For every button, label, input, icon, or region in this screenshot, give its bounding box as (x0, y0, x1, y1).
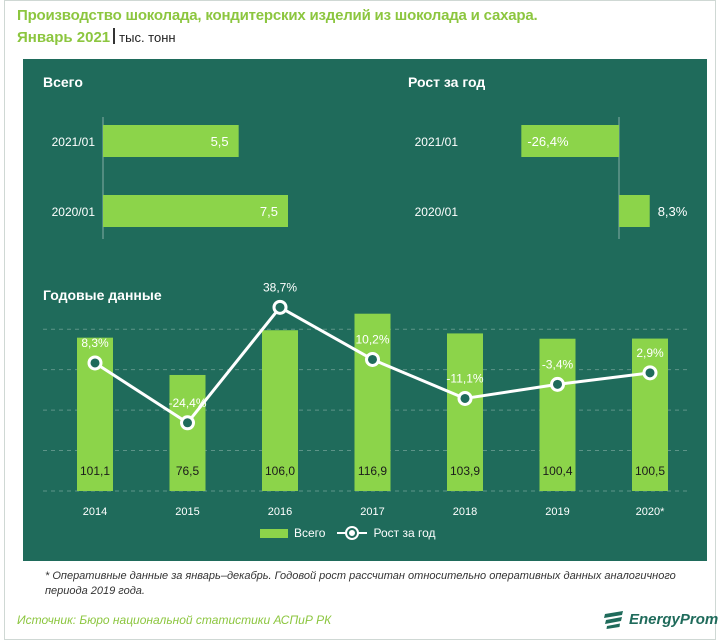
separator (113, 28, 116, 44)
chart-svg: Всего 2021/01 5,5 2020/01 7,5 Рост за год 2021… (43, 74, 688, 518)
chart-legend: Всего Рост за год (260, 526, 435, 540)
source-note: Источник: Бюро национальной статистики А… (17, 613, 332, 627)
growth-category-label: 2020/01 (415, 205, 459, 219)
chart-header: Производство шоколада, кондитерских изде… (17, 7, 538, 46)
growth-point-label: 2,9% (636, 346, 664, 360)
chart-unit: тыс. тонн (119, 30, 176, 45)
growth-bar (619, 195, 650, 227)
subtitle-row: Январь 2021 тыс. тонн (17, 28, 537, 46)
growth-point (272, 299, 288, 315)
annual-bar (354, 313, 391, 491)
annual-value-label: 106,0 (265, 464, 295, 478)
annual-value-label: 100,5 (635, 464, 665, 478)
annual-bar (539, 338, 576, 491)
annual-category-label: 2015 (175, 506, 199, 518)
annual-bar (447, 333, 483, 491)
legend-item-growth: Рост за год (337, 526, 435, 540)
annual-value-label: 103,9 (450, 464, 480, 478)
footnote: * Оперативные данные за январь–декабрь. … (45, 570, 676, 597)
legend-line-marker (337, 527, 368, 539)
growth-point (457, 390, 473, 406)
chart-title: Производство шоколада, кондитерских изде… (17, 7, 538, 24)
annual-category-label: 2017 (360, 506, 384, 518)
legend-label-growth: Рост за год (373, 526, 436, 540)
chart-frame: Производство шоколада, кондитерских изде… (4, 0, 718, 640)
growth-point (550, 376, 565, 392)
growth-point-label: 10,2% (355, 332, 389, 346)
growth-point (365, 351, 380, 367)
total-bar (103, 195, 288, 227)
total-bar (103, 125, 239, 157)
growth-bar (521, 125, 619, 157)
annual-bar (262, 330, 298, 491)
annual-category-label: 2016 (268, 506, 292, 518)
annual-value-label: 100,4 (542, 464, 572, 478)
growth-value-label: 8,3% (658, 204, 688, 219)
total-category-label: 2020/01 (52, 205, 96, 219)
growth-point (642, 365, 658, 381)
legend-bar-swatch (260, 528, 288, 538)
annual-category-label: 2019 (545, 506, 569, 518)
chart-panel: Всего 2021/01 5,5 2020/01 7,5 Рост за год 2021… (23, 59, 707, 561)
annual-panel-title: Годовые данные (43, 287, 162, 303)
annual-value-label: 76,5 (176, 464, 200, 478)
growth-point-label: -24,4% (168, 396, 206, 410)
total-value-label: 7,5 (260, 204, 278, 219)
growth-point-label: -11,1% (446, 371, 483, 385)
growth-panel-title: Рост за год (408, 74, 485, 90)
logo-text: EnergyProm (629, 610, 719, 628)
legend-item-total: Всего (260, 526, 325, 540)
annual-value-label: 116,9 (358, 464, 387, 478)
growth-category-label: 2021/01 (415, 135, 459, 149)
annual-category-label: 2018 (453, 506, 477, 518)
energyprom-logo-icon (604, 611, 623, 629)
logo: EnergyProm (603, 609, 718, 629)
growth-point (87, 355, 103, 371)
growth-point-label: 8,3% (81, 336, 109, 350)
annual-category-label: 2020* (636, 506, 665, 518)
total-panel-title: Всего (43, 74, 83, 90)
growth-point-label: -3,4% (542, 357, 574, 371)
total-category-label: 2021/01 (52, 135, 96, 149)
legend-label-total: Всего (294, 526, 326, 540)
annual-bar (169, 374, 206, 491)
growth-value-label: -26,4% (527, 134, 569, 149)
annual-category-label: 2014 (83, 506, 107, 518)
total-value-label: 5,5 (211, 134, 229, 149)
growth-point (180, 415, 195, 431)
annual-bar (632, 338, 668, 491)
chart-period: Январь 2021 (17, 29, 111, 46)
growth-point-label: 38,7% (263, 280, 297, 294)
annual-value-label: 101,1 (80, 464, 110, 478)
